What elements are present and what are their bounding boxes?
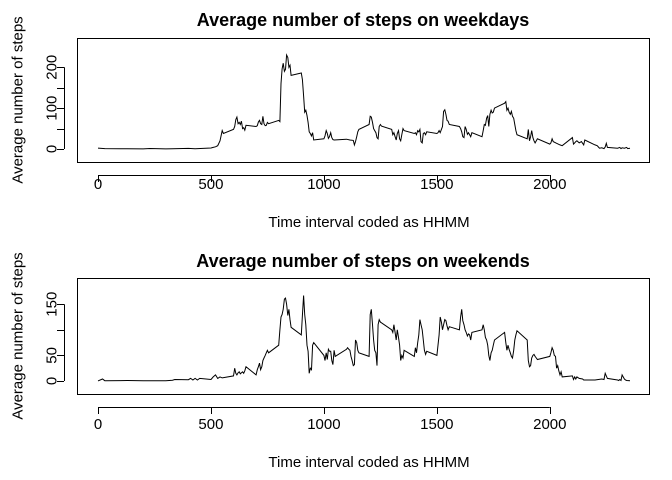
weekend-y-tick-label: 50 xyxy=(44,347,61,364)
weekend-x-tick-label: 1500 xyxy=(420,416,453,433)
weekday-y-tick-label: 0 xyxy=(44,145,61,153)
weekend-x-tick-label: 0 xyxy=(94,416,102,433)
weekend-steps-series-line xyxy=(97,295,631,382)
weekday-x-tick-label: 500 xyxy=(198,176,223,193)
weekday-x-tick-label: 2000 xyxy=(533,176,566,193)
weekday-chart-title: Average number of steps on weekdays xyxy=(197,10,529,30)
weekday-x-tick-label: 1500 xyxy=(420,176,453,193)
weekend-y-axis-label: Average number of steps xyxy=(10,252,27,419)
weekend-y-tick-label: 0 xyxy=(44,377,61,385)
weekend-x-tick-label: 1000 xyxy=(307,416,340,433)
weekend-plot-frame xyxy=(77,278,650,395)
weekend-y-tick-label: 150 xyxy=(44,292,61,317)
weekend-x-tick-label: 2000 xyxy=(533,416,566,433)
weekday-x-tick-label: 0 xyxy=(94,176,102,193)
weekday-y-axis-label: Average number of steps xyxy=(10,16,27,183)
weekend-chart-title: Average number of steps on weekends xyxy=(196,251,529,271)
weekend-x-axis-label: Time interval coded as HHMM xyxy=(268,454,469,471)
weekday-x-axis-label: Time interval coded as HHMM xyxy=(268,214,469,231)
weekday-y-tick-label: 200 xyxy=(44,55,61,80)
weekday-plot-frame xyxy=(77,38,650,163)
weekday-x-tick-label: 1000 xyxy=(307,176,340,193)
weekend-x-tick-label: 500 xyxy=(198,416,223,433)
weekday-chart-panel: Average number of steps on weekdays 0 500 1… xyxy=(10,10,650,231)
weekday-y-tick-label: 100 xyxy=(44,96,61,121)
weekday-steps-series-line xyxy=(97,53,631,150)
